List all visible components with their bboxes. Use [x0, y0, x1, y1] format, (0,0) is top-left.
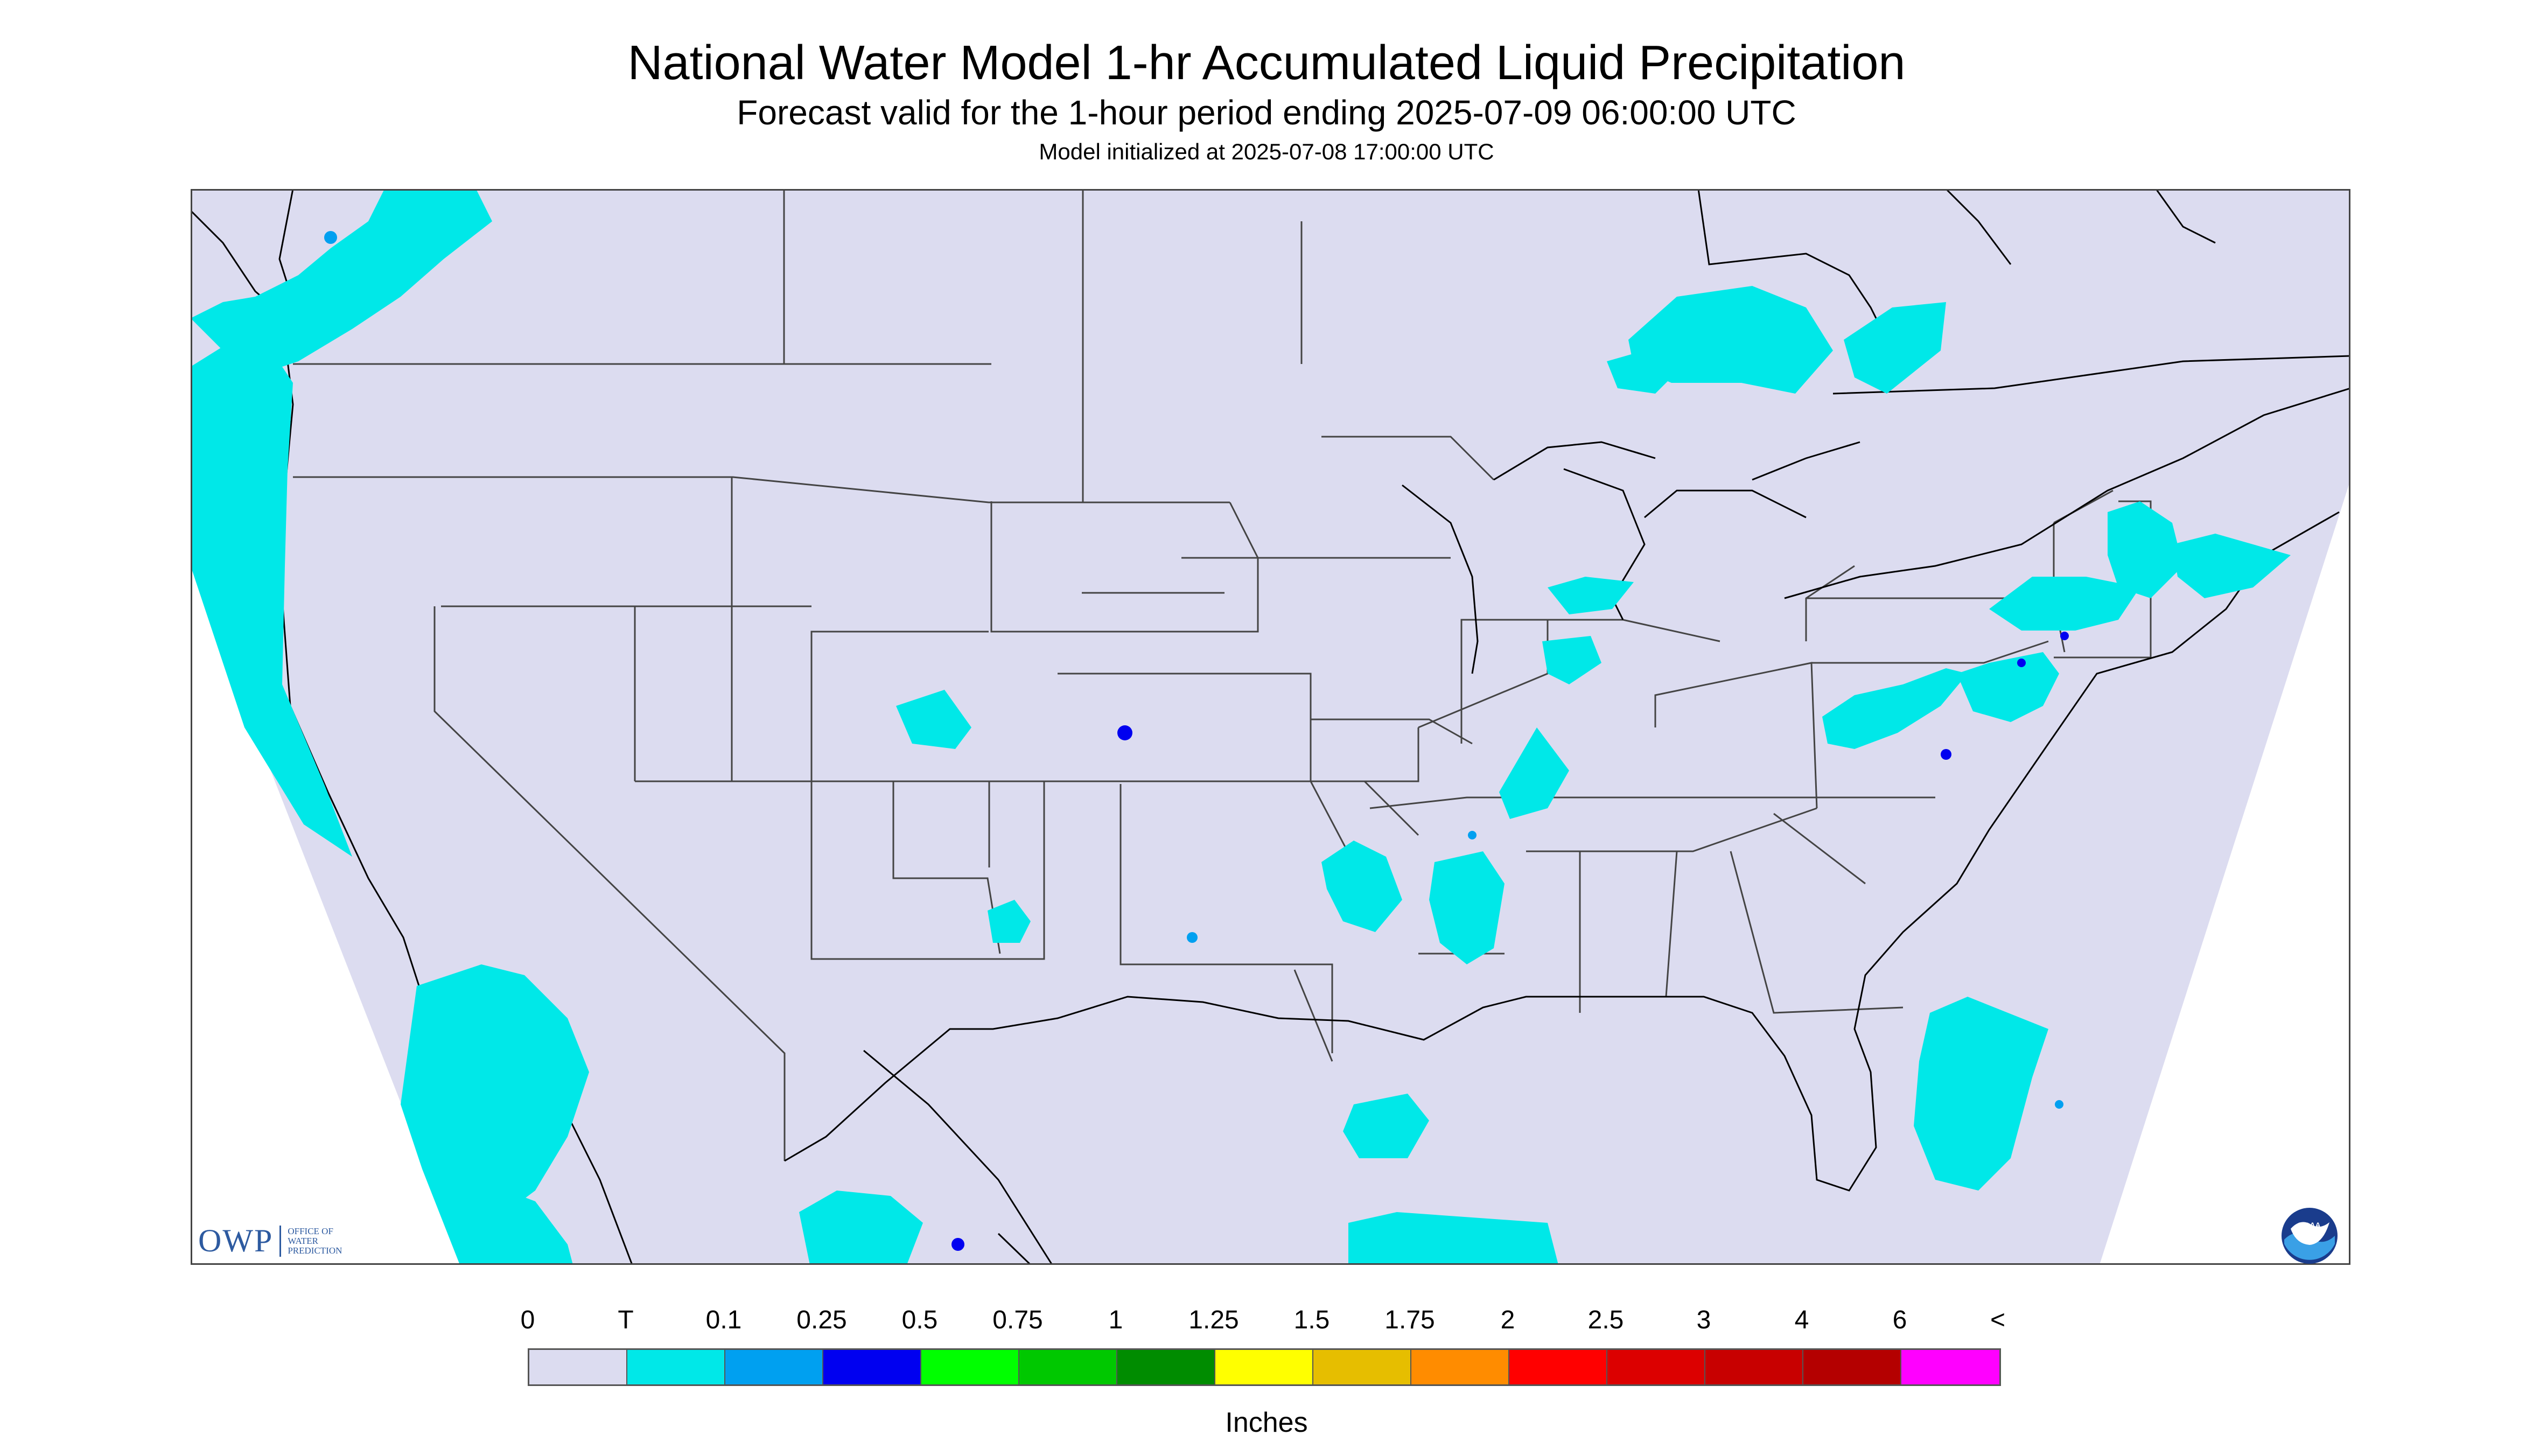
legend-label: 1.75: [1384, 1306, 1435, 1334]
model-init-text: Model initialized at 2025-07-08 17:00:00…: [1039, 139, 1494, 164]
legend-label: 0.1: [705, 1306, 742, 1334]
precipitation-map: [191, 189, 2350, 1265]
noaa-logo-icon: NOAA: [2282, 1208, 2338, 1264]
map-frame: [191, 189, 2350, 1265]
legend-label: 1: [1108, 1306, 1123, 1334]
legend-label: T: [618, 1306, 634, 1334]
legend-label: 6: [1892, 1306, 1907, 1334]
map-title: National Water Model 1-hr Accumulated Li…: [627, 36, 1906, 90]
state-boundaries: [293, 189, 2152, 1161]
legend-label: <: [1990, 1306, 2006, 1334]
legend-swatch: [1019, 1350, 1117, 1384]
legend-swatch: [823, 1350, 921, 1384]
legend-label: 0.5: [901, 1306, 938, 1334]
owp-logo-subtext: OFFICE OF WATER PREDICTION: [288, 1226, 342, 1256]
outside-domain-right: [2100, 480, 2350, 1265]
legend-swatch: [627, 1350, 725, 1384]
legend-label: 1.5: [1293, 1306, 1330, 1334]
trace-precip-areas: [191, 189, 2291, 1265]
legend-swatch: [1215, 1350, 1313, 1384]
legend-swatch: [1313, 1350, 1411, 1384]
noaa-logo-text: NOAA: [2298, 1221, 2320, 1229]
legend-swatch: [1411, 1350, 1509, 1384]
legend-swatch: [1607, 1350, 1705, 1384]
legend-label: 0: [520, 1306, 535, 1334]
outside-domain-left: [191, 189, 464, 1265]
legend-label: 4: [1794, 1306, 1809, 1334]
legend-label: 2.5: [1587, 1306, 1624, 1334]
legend-label: 0.25: [796, 1306, 847, 1334]
light-precip-cells: [324, 231, 2063, 1109]
legend-colorbar: [528, 1348, 2001, 1386]
legend-label: 0.75: [992, 1306, 1043, 1334]
legend-swatch: [529, 1350, 627, 1384]
owp-logo-divider: [279, 1225, 282, 1257]
legend-swatch: [1901, 1350, 1999, 1384]
legend-swatch: [921, 1350, 1019, 1384]
legend-label: 2: [1500, 1306, 1515, 1334]
legend-swatch: [1705, 1350, 1803, 1384]
legend-label: 3: [1696, 1306, 1711, 1334]
legend-swatch: [725, 1350, 823, 1384]
legend-swatch: [1509, 1350, 1607, 1384]
owp-logo-mark: OWP: [198, 1223, 274, 1258]
legend-swatch: [1117, 1350, 1215, 1384]
moderate-precip-cells: [951, 632, 2069, 1251]
legend-label: 1.25: [1188, 1306, 1239, 1334]
owp-logo: OWP OFFICE OF WATER PREDICTION: [198, 1222, 363, 1259]
map-subtitle: Forecast valid for the 1-hour period end…: [737, 93, 1796, 132]
legend-swatch: [1803, 1350, 1901, 1384]
legend-units: Inches: [1225, 1407, 1308, 1438]
